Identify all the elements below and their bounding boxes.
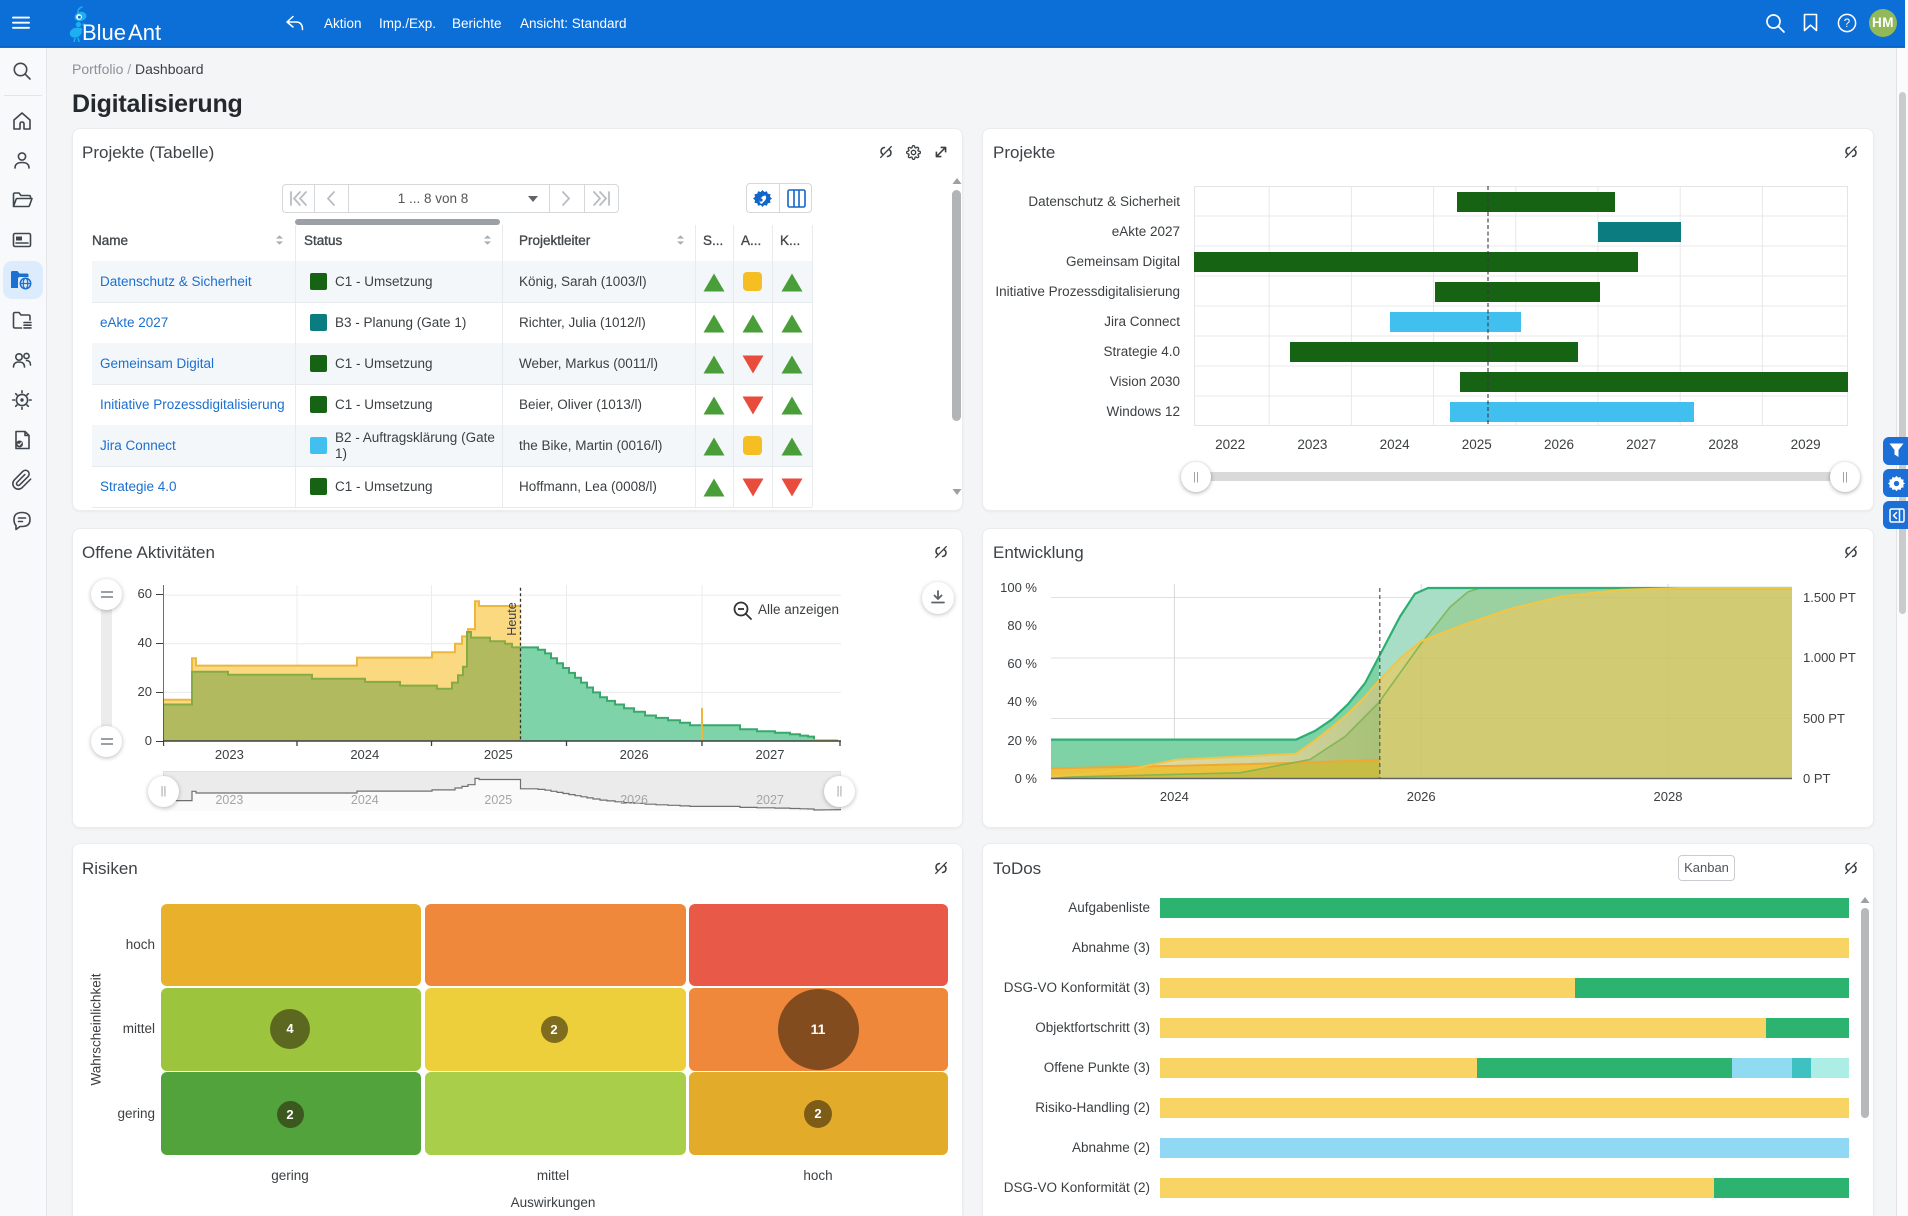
svg-text:?: ? (1844, 18, 1850, 30)
